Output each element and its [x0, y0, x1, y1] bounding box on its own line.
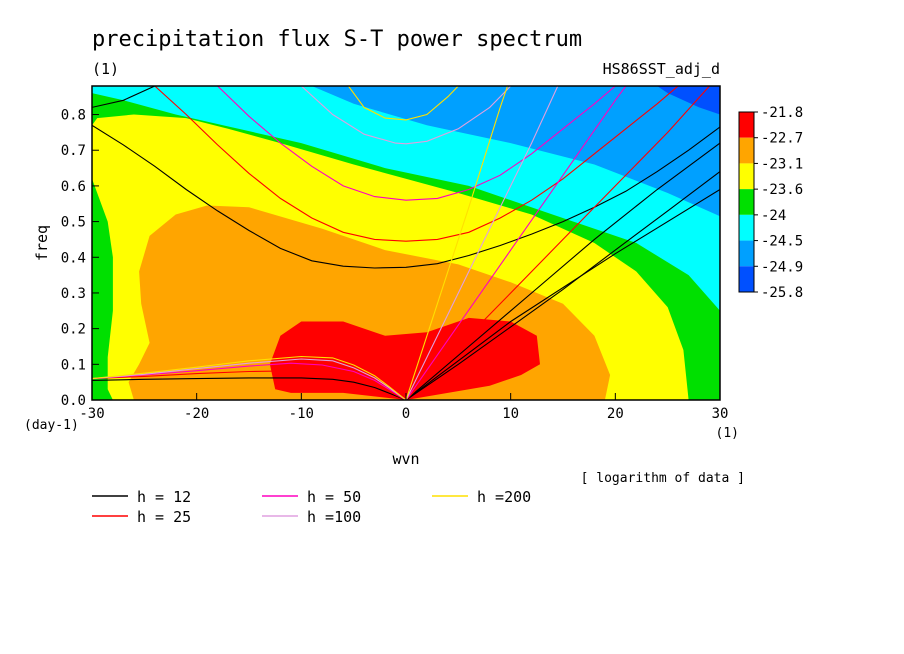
colorbar-swatch: [739, 112, 754, 138]
legend-entry: h = 12: [137, 488, 191, 506]
curve-h200-0: [347, 86, 459, 121]
legend-entry: h = 25: [137, 508, 191, 526]
y-axis-unit: (day-1): [24, 418, 79, 433]
colorbar-swatch: [739, 189, 754, 215]
curve-h12-3: [405, 142, 720, 400]
legend: h = 12 h = 25 h = 50 h =100 h =200: [92, 488, 531, 526]
colorbar-swatch: [739, 163, 754, 190]
colorbar-label: -23.1: [761, 156, 803, 172]
curve-h25-2: [92, 370, 407, 400]
chart-title: precipitation flux S-T power spectrum: [92, 27, 582, 52]
y-tick-label: 0.5: [61, 215, 86, 231]
x-axis-label: wvn: [392, 450, 419, 468]
colorbar-swatch: [739, 266, 754, 292]
x-tick-label: 20: [607, 406, 624, 422]
dispersion-curves-layer: [92, 86, 720, 400]
chart-subtitle-right: HS86SST_adj_d: [603, 60, 720, 78]
colorbar-frame: [738, 111, 755, 293]
curve-h12-2: [405, 171, 720, 400]
y-tick-label: 0.3: [61, 286, 86, 302]
x-tick-label: 10: [502, 406, 519, 422]
colorbar: -21.8 -22.7 -23.1 -23.6 -24 -24.5 -24.9 -25.8: [738, 105, 803, 301]
curve-h50-0: [217, 86, 616, 201]
curve-h100-1: [405, 86, 559, 400]
curve-h25-0: [154, 86, 679, 242]
legend-entry: h = 50: [307, 488, 361, 506]
x-axis-ticks: -30 -20 -10 0 10 20 30: [79, 393, 728, 422]
x-axis-unit: (1): [716, 426, 739, 441]
colorbar-label: -24.9: [761, 259, 803, 275]
curve-h12-5: [92, 377, 407, 400]
y-tick-label: 0.0: [61, 393, 86, 409]
curve-h12-1: [92, 86, 156, 108]
colorbar-label: -24.5: [761, 234, 803, 250]
y-tick-label: 0.7: [61, 143, 86, 159]
colorbar-label: -23.6: [761, 182, 803, 198]
colorbar-label: -25.8: [761, 285, 803, 301]
contour-region-0: [311, 86, 720, 217]
y-tick-label: 0.4: [61, 250, 86, 266]
x-tick-label: 30: [712, 406, 729, 422]
curve-h50-2: [92, 362, 407, 400]
contour-region-1: [657, 86, 720, 115]
legend-entry: h =200: [477, 488, 531, 506]
curve-h200-2: [92, 355, 407, 400]
y-tick-label: 0.6: [61, 179, 86, 195]
curve-h12-4: [405, 189, 720, 400]
y-tick-label: 0.1: [61, 357, 86, 373]
x-tick-label: 0: [402, 406, 410, 422]
contour-fill-layer: [92, 86, 720, 400]
x-tick-label: -20: [184, 406, 209, 422]
y-tick-label: 0.8: [61, 108, 86, 124]
data-note: [ logarithm of data ]: [581, 471, 745, 486]
legend-entry: h =100: [307, 508, 361, 526]
x-tick-label: -30: [79, 406, 104, 422]
curve-h12-0: [92, 124, 720, 269]
curve-h200-1: [405, 86, 509, 400]
y-axis-label: freq: [33, 225, 51, 261]
colorbar-label: -22.7: [761, 131, 803, 147]
chart-subtitle-left: (1): [92, 60, 119, 78]
y-tick-label: 0.2: [61, 322, 86, 338]
colorbar-swatch: [739, 137, 754, 164]
curve-h50-1: [405, 86, 627, 400]
curve-h25-1: [405, 86, 710, 400]
curve-h100-0: [300, 86, 512, 145]
colorbar-swatch: [739, 240, 754, 267]
curve-h100-2: [92, 358, 407, 400]
colorbar-label: -21.8: [761, 105, 803, 121]
x-tick-label: -10: [289, 406, 314, 422]
colorbar-swatch: [739, 214, 754, 241]
colorbar-label: -24: [761, 208, 786, 224]
y-axis-ticks: 0.0 0.1 0.2 0.3 0.4 0.5 0.6 0.7 0.8: [61, 108, 99, 409]
